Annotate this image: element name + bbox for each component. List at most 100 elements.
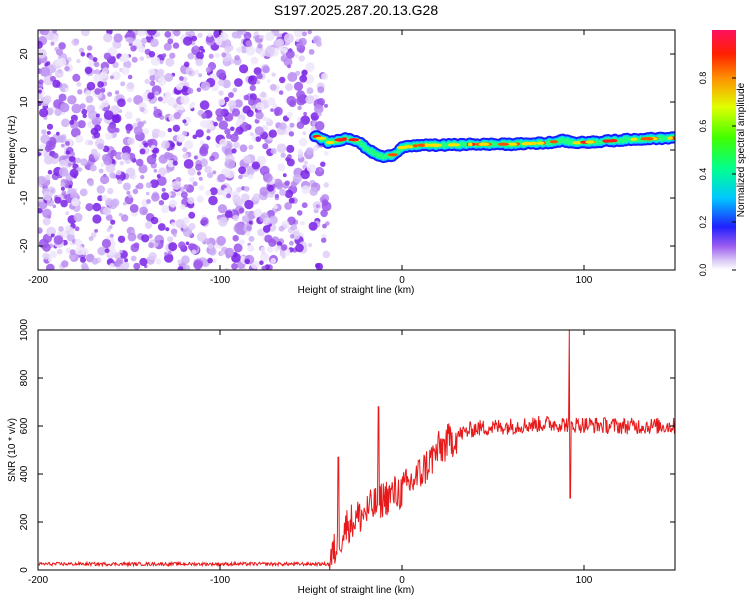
noise-speckle [127, 97, 132, 103]
noise-speckle [87, 110, 98, 120]
colorbar-tick-label: 0.8 [698, 72, 708, 85]
noise-speckle [262, 65, 270, 74]
noise-speckle [164, 73, 174, 82]
snr-xtick-label: -200 [28, 575, 48, 586]
noise-speckle [142, 128, 150, 135]
noise-speckle [45, 61, 51, 66]
noise-speckle [141, 37, 148, 45]
noise-speckle [94, 69, 100, 75]
noise-speckle [296, 90, 306, 100]
spectrogram-plot-area [38, 30, 675, 270]
noise-speckle [102, 67, 109, 74]
noise-speckle [195, 129, 204, 138]
noise-speckle [139, 148, 146, 155]
noise-speckle [287, 216, 296, 226]
noise-speckle [233, 141, 240, 149]
noise-speckle [287, 154, 292, 159]
noise-speckle [108, 200, 118, 210]
noise-speckle [150, 56, 161, 66]
noise-speckle [236, 46, 243, 53]
noise-speckle [121, 214, 129, 222]
noise-speckle [180, 204, 186, 210]
noise-speckle [171, 180, 182, 190]
snr-ytick-label: 800 [19, 369, 30, 386]
noise-speckle [43, 151, 50, 158]
noise-speckle [201, 217, 209, 225]
noise-speckle [76, 58, 81, 64]
noise-speckle [166, 169, 170, 174]
noise-speckle [295, 243, 304, 253]
noise-speckle [187, 52, 195, 60]
snr-ytick-label: 600 [19, 417, 30, 434]
noise-speckle [148, 233, 153, 239]
noise-speckle [45, 174, 51, 181]
noise-speckle [236, 33, 242, 39]
noise-speckle [84, 66, 93, 75]
noise-speckle [296, 121, 305, 129]
noise-speckle [159, 239, 164, 244]
noise-speckle [137, 121, 144, 128]
signal-hotspot [342, 137, 347, 141]
colorbar-axes: 0.0 0.2 0.4 0.6 0.8 [698, 72, 736, 276]
noise-speckle [148, 51, 156, 58]
noise-speckle [167, 250, 172, 255]
noise-speckle [263, 217, 271, 226]
noise-speckle [228, 92, 234, 98]
noise-speckle [276, 143, 287, 153]
noise-speckle [238, 207, 245, 214]
noise-speckle [167, 236, 174, 243]
noise-speckle [165, 57, 175, 67]
noise-speckle [172, 42, 180, 49]
noise-speckle [284, 180, 290, 186]
noise-speckle [321, 73, 329, 81]
noise-speckle [153, 169, 158, 173]
noise-speckle [175, 83, 184, 91]
noise-speckle [243, 155, 252, 164]
noise-speckle [219, 251, 225, 256]
noise-speckle [109, 172, 116, 179]
noise-speckle [130, 243, 140, 253]
noise-speckle [198, 185, 205, 191]
noise-speckle [164, 251, 168, 256]
snr-ytick-label: 200 [19, 513, 30, 530]
noise-speckle [64, 225, 71, 231]
noise-speckle [297, 148, 303, 155]
noise-speckle [65, 150, 71, 155]
noise-speckle [100, 163, 105, 167]
noise-speckle [241, 215, 250, 223]
noise-speckle [236, 186, 242, 193]
noise-speckle [60, 143, 65, 148]
noise-speckle [312, 145, 319, 151]
noise-speckle [60, 186, 65, 191]
noise-speckle [79, 188, 88, 197]
noise-speckle [242, 105, 251, 114]
noise-speckle [203, 238, 210, 244]
noise-speckle [88, 140, 94, 146]
noise-speckle [298, 138, 308, 147]
noise-speckle [187, 167, 196, 176]
noise-speckle [280, 55, 288, 62]
noise-speckle [107, 124, 117, 134]
noise-speckle [92, 202, 102, 212]
noise-speckle [257, 228, 265, 237]
snr-ytick-label: 0 [19, 567, 30, 573]
noise-speckle [43, 155, 54, 165]
noise-speckle [273, 204, 278, 210]
noise-speckle [136, 182, 144, 190]
noise-speckle [181, 255, 190, 265]
noise-speckle [61, 260, 69, 268]
noise-speckle [81, 108, 88, 115]
noise-speckle [192, 181, 198, 187]
noise-speckle [196, 87, 202, 93]
noise-speckle [58, 93, 67, 102]
noise-speckle [254, 126, 264, 136]
noise-speckle [283, 33, 294, 44]
noise-speckle [60, 199, 68, 208]
noise-speckle [128, 194, 133, 199]
noise-speckle [98, 72, 109, 82]
noise-speckle [152, 147, 160, 154]
noise-speckle [43, 191, 53, 201]
noise-speckle [149, 74, 156, 82]
noise-speckle [249, 84, 256, 92]
